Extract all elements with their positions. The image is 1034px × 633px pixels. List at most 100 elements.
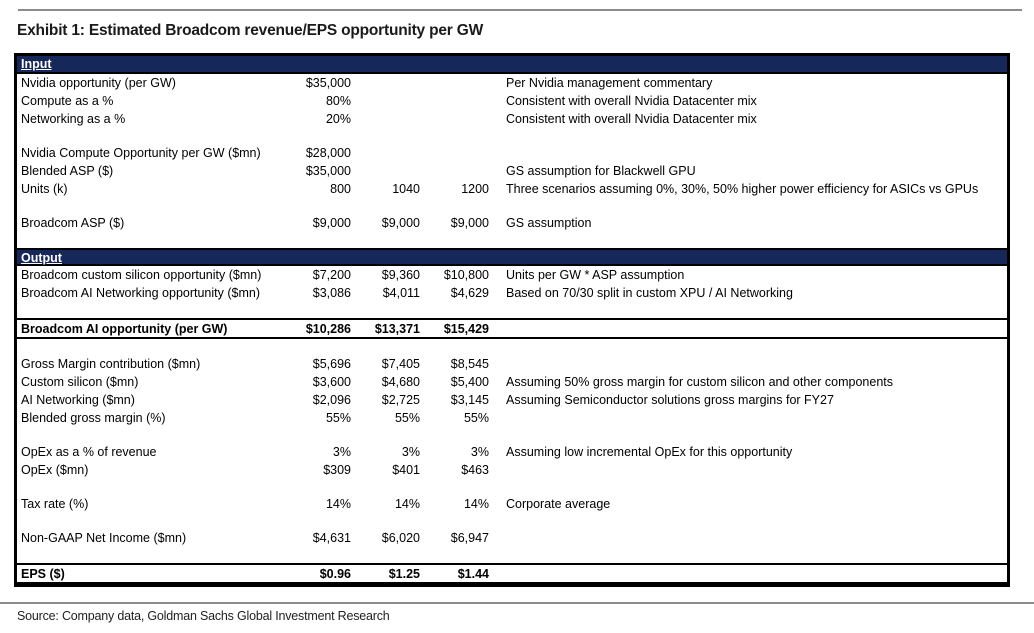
exhibit-title: Exhibit 1: Estimated Broadcom revenue/EP… — [17, 22, 483, 39]
row-label: Compute as a % — [21, 94, 114, 108]
row-label: Broadcom AI Networking opportunity ($mn) — [21, 286, 260, 300]
value-scenario-1: $35,000 — [305, 76, 351, 90]
value-scenario-1: $2,096 — [312, 393, 351, 407]
row-label: Networking as a % — [21, 112, 126, 126]
row-comment — [489, 529, 1007, 547]
value-scenario-3: $15,429 — [443, 322, 489, 336]
value-scenario-2 — [351, 74, 420, 92]
value-scenario-3: $463 — [461, 463, 489, 477]
table-row: Blended ASP ($) $35,000 GS assumption for … — [17, 162, 1007, 180]
source-note: Source: Company data, Goldman Sachs Glob… — [17, 609, 390, 623]
value-scenario-1: $35,000 — [305, 164, 351, 178]
spacer-row — [17, 339, 1007, 355]
table-row: Units (k) 800 1040 1200 Three scenarios assu… — [17, 180, 1007, 198]
value-scenario-2: $2,725 — [381, 393, 420, 407]
row-comment: Assuming low incremental OpEx for this o… — [506, 445, 793, 459]
value-scenario-2: $9,000 — [381, 216, 420, 230]
row-label: OpEx as a % of revenue — [21, 445, 157, 459]
total-row: Broadcom AI opportunity (per GW) $10,286 $… — [17, 318, 1007, 339]
value-scenario-1: $5,696 — [312, 357, 351, 371]
value-scenario-2: 3% — [401, 445, 420, 459]
value-scenario-1: 80% — [325, 94, 351, 108]
row-comment: Assuming Semiconductor solutions gross m… — [506, 393, 834, 407]
table-row: Custom silicon ($mn) $3,600 $4,680 $5,400 As… — [17, 373, 1007, 391]
row-comment — [489, 461, 1007, 479]
row-comment: Assuming 50% gross margin for custom sil… — [506, 375, 893, 389]
spacer-row — [17, 513, 1007, 529]
value-scenario-3: $10,800 — [443, 268, 489, 282]
row-label: Broadcom ASP ($) — [21, 216, 125, 230]
value-scenario-1: $9,000 — [312, 216, 351, 230]
table-row: Tax rate (%) 14% 14% 14% Corporate average — [17, 495, 1007, 513]
value-scenario-3 — [420, 144, 489, 162]
row-comment — [489, 565, 1007, 584]
value-scenario-3: $4,629 — [450, 286, 489, 300]
row-label: Broadcom custom silicon opportunity ($mn… — [21, 268, 262, 282]
table-row: Compute as a % 80% Consistent with overall… — [17, 92, 1007, 110]
value-scenario-1: 3% — [332, 445, 351, 459]
value-scenario-3 — [420, 92, 489, 110]
value-scenario-1: $4,631 — [312, 531, 351, 545]
table-row: OpEx as a % of revenue 3% 3% 3% Assuming low… — [17, 443, 1007, 461]
value-scenario-2: $9,360 — [381, 268, 420, 282]
value-scenario-2 — [351, 110, 420, 128]
row-comment: GS assumption for Blackwell GPU — [506, 164, 696, 178]
value-scenario-1: $3,086 — [312, 286, 351, 300]
value-scenario-1: 20% — [325, 112, 351, 126]
row-comment: Consistent with overall Nvidia Datacente… — [506, 94, 757, 108]
spacer-row — [17, 427, 1007, 443]
row-comment — [489, 409, 1007, 427]
value-scenario-3: 14% — [463, 497, 489, 511]
value-scenario-2: 1040 — [392, 182, 420, 196]
row-comment — [489, 320, 1007, 339]
row-comment: Three scenarios assuming 0%, 30%, 50% hi… — [506, 182, 979, 196]
row-comment: Units per GW * ASP assumption — [506, 268, 685, 282]
table-row: AI Networking ($mn) $2,096 $2,725 $3,145 Ass… — [17, 391, 1007, 409]
spacer-row — [17, 128, 1007, 144]
value-scenario-3: 55% — [463, 411, 489, 425]
row-label: Units (k) — [21, 182, 68, 196]
table-row: Blended gross margin (%) 55% 55% 55% — [17, 409, 1007, 427]
spacer-row — [17, 479, 1007, 495]
row-label: Blended ASP ($) — [21, 164, 114, 178]
value-scenario-3: $8,545 — [450, 357, 489, 371]
value-scenario-2 — [351, 162, 420, 180]
row-label: Nvidia opportunity (per GW) — [21, 76, 176, 90]
row-comment: Per Nvidia management commentary — [506, 76, 713, 90]
row-label: EPS ($) — [21, 567, 65, 581]
value-scenario-1: $7,200 — [312, 268, 351, 282]
table-row: Networking as a % 20% Consistent with over… — [17, 110, 1007, 128]
row-label: OpEx ($mn) — [21, 463, 89, 477]
spacer-row — [17, 547, 1007, 563]
value-scenario-3: 1200 — [461, 182, 489, 196]
value-scenario-3: $9,000 — [450, 216, 489, 230]
value-scenario-2: 14% — [394, 497, 420, 511]
value-scenario-2: $7,405 — [381, 357, 420, 371]
section-header-input: Input — [17, 56, 1007, 74]
exhibit-table: Input Nvidia opportunity (per GW) $35,000 P… — [14, 53, 1010, 587]
table-row: OpEx ($mn) $309 $401 $463 — [17, 461, 1007, 479]
value-scenario-2: 55% — [394, 411, 420, 425]
value-scenario-1: $309 — [323, 463, 351, 477]
table-row: Non-GAAP Net Income ($mn) $4,631 $6,020 $6,… — [17, 529, 1007, 547]
value-scenario-2: $1.25 — [388, 567, 420, 581]
section-header-output: Output — [17, 248, 1007, 266]
row-label: AI Networking ($mn) — [21, 393, 135, 407]
total-row: EPS ($) $0.96 $1.25 $1.44 — [17, 563, 1007, 584]
spacer-row — [17, 302, 1007, 318]
spacer-row — [17, 198, 1007, 214]
value-scenario-1: 800 — [330, 182, 351, 196]
row-comment — [489, 144, 1007, 162]
value-scenario-1: $10,286 — [305, 322, 351, 336]
row-label: Custom silicon ($mn) — [21, 375, 139, 389]
value-scenario-3: $3,145 — [450, 393, 489, 407]
table-row: Broadcom ASP ($) $9,000 $9,000 $9,000 GS ass… — [17, 214, 1007, 232]
value-scenario-2 — [351, 92, 420, 110]
row-label: Nvidia Compute Opportunity per GW ($mn) — [21, 146, 261, 160]
value-scenario-3: $5,400 — [450, 375, 489, 389]
row-label: Broadcom AI opportunity (per GW) — [21, 322, 228, 336]
value-scenario-2 — [351, 144, 420, 162]
row-comment — [489, 355, 1007, 373]
spacer-row — [17, 232, 1007, 248]
bottom-divider-rule — [0, 602, 1034, 604]
